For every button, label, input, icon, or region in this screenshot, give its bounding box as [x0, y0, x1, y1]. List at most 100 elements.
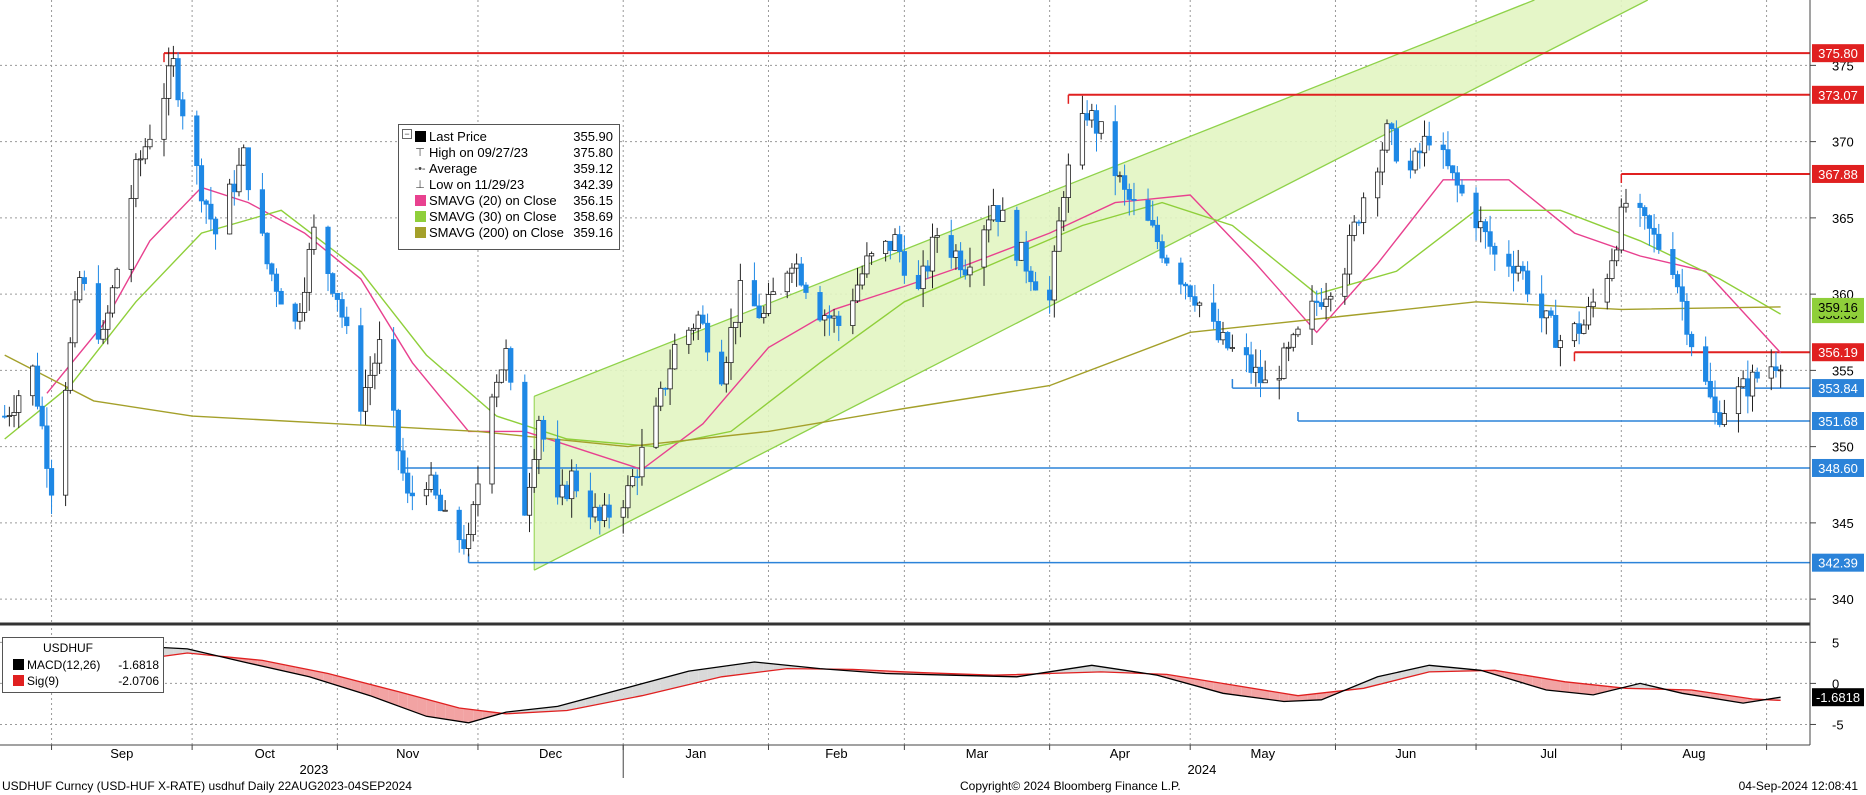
- candle-up: [442, 509, 448, 512]
- candle-down: [433, 474, 439, 496]
- macd-fill: [754, 662, 764, 673]
- candle-up: [489, 396, 495, 485]
- legend-row-sma30: SMAVG (30) on Close 358.69: [399, 209, 619, 225]
- candle-up: [526, 486, 533, 516]
- candle-down: [278, 290, 284, 305]
- candle-down: [231, 183, 237, 193]
- candle-up: [1018, 241, 1025, 261]
- macd-fill: [1541, 677, 1552, 691]
- candle-down: [325, 226, 331, 274]
- candle-up: [1618, 206, 1624, 251]
- candle-up: [625, 485, 631, 509]
- candle-down: [1520, 265, 1526, 272]
- candle-down: [958, 250, 964, 271]
- legend-value: 358.69: [573, 209, 613, 224]
- candle-up: [653, 405, 659, 448]
- month-label: Mar: [966, 746, 989, 761]
- candle-up: [166, 65, 172, 99]
- candle-down: [1773, 366, 1779, 372]
- candle-up: [1262, 379, 1268, 384]
- macd-legend[interactable]: USDHUF MACD(12,26) -1.6818 Sig(9) -2.070…: [2, 637, 164, 693]
- level-badge-label: 348.60: [1818, 461, 1858, 476]
- candle-down: [1248, 354, 1254, 373]
- macd-fill: [407, 694, 418, 713]
- price-legend[interactable]: − Last Price 355.90 ⊤ High on 09/27/23 3…: [398, 124, 620, 250]
- candle-up: [1196, 302, 1203, 306]
- candle-up: [470, 504, 476, 535]
- legend-row-sma20: SMAVG (20) on Close 356.15: [399, 193, 619, 209]
- candle-down: [437, 494, 444, 512]
- candle-down: [1032, 281, 1039, 291]
- macd-fill: [435, 701, 446, 720]
- price-axis-label: 365: [1832, 211, 1854, 226]
- macd-grid: [0, 628, 1810, 746]
- month-label: Dec: [539, 746, 563, 761]
- macd-panel: [0, 628, 1810, 746]
- candle-down: [1159, 241, 1165, 259]
- candle-down: [756, 305, 762, 319]
- candle-down: [1674, 274, 1681, 288]
- candle-down: [1482, 221, 1489, 233]
- macd-badge-label: -1.6818: [1816, 690, 1860, 705]
- candle-down: [1473, 192, 1479, 229]
- candle-down: [1510, 265, 1517, 274]
- candle-down: [1688, 333, 1695, 348]
- candle-up: [1740, 378, 1746, 388]
- legend-value: 375.80: [573, 145, 613, 160]
- legend-collapse-icon[interactable]: −: [402, 129, 412, 139]
- candle-up: [1051, 250, 1057, 301]
- macd-fill: [388, 689, 399, 706]
- candle-up: [1375, 171, 1381, 199]
- candle-up: [428, 474, 434, 490]
- candle-down: [1524, 270, 1531, 295]
- candle-up: [1229, 347, 1235, 349]
- macd-fill: [1251, 688, 1261, 699]
- candle-down: [1684, 300, 1690, 335]
- candle-up: [1061, 197, 1067, 222]
- macd-fill: [1551, 679, 1561, 692]
- candle-up: [100, 328, 106, 340]
- candle-up: [831, 315, 837, 319]
- macd-fill: [1307, 693, 1317, 701]
- candle-down: [817, 292, 823, 321]
- candle-up: [1379, 149, 1385, 173]
- candle-up: [1581, 324, 1587, 334]
- macd-fill: [1232, 685, 1242, 696]
- candle-up: [1609, 260, 1615, 279]
- candle-up: [733, 321, 739, 328]
- candle-down: [292, 303, 298, 322]
- month-label: Jan: [685, 746, 706, 761]
- level-badge: [1812, 343, 1864, 362]
- legend-row-low: ⊥ Low on 11/29/23 342.39: [399, 177, 619, 193]
- price-axis-label: 350: [1832, 440, 1854, 455]
- candle-up: [531, 459, 537, 488]
- year-label: 2023: [299, 762, 328, 777]
- candle-up: [362, 387, 369, 412]
- macd-fill: [454, 706, 464, 723]
- macd-fill: [173, 648, 183, 655]
- level-badge-label: 367.88: [1818, 167, 1858, 182]
- month-label: Apr: [1110, 746, 1131, 761]
- candle-up: [737, 280, 743, 323]
- candle-up: [569, 470, 575, 500]
- level-badge: [1812, 379, 1864, 398]
- candle-down: [555, 438, 561, 498]
- candle-down: [704, 322, 711, 353]
- candle-up: [920, 265, 926, 290]
- candle-down: [587, 490, 594, 518]
- candle-down: [719, 351, 725, 385]
- macd-fill: [623, 686, 633, 700]
- candle-up: [30, 365, 36, 397]
- price-axis-label: 345: [1832, 516, 1854, 531]
- candle-down: [456, 509, 462, 541]
- candle-down: [1154, 224, 1161, 242]
- candle-up: [133, 159, 139, 199]
- candle-down: [1028, 270, 1034, 283]
- macd-axis-ticks: -5 0 5 -1.6818: [1810, 635, 1864, 732]
- candle-down: [344, 316, 350, 327]
- candle-up: [1346, 235, 1353, 275]
- macd-fill: [463, 708, 474, 723]
- candle-up: [770, 291, 776, 295]
- macd-fill: [632, 683, 642, 698]
